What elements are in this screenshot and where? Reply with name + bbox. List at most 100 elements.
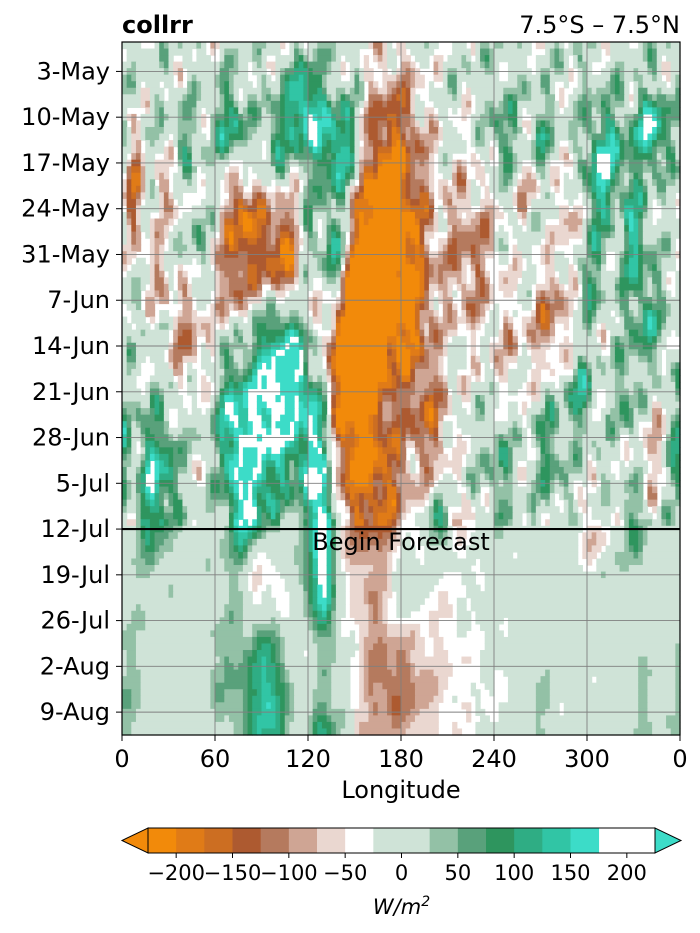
heatmap-cell xyxy=(387,558,393,566)
heatmap-cell xyxy=(140,551,156,560)
heatmap-cell xyxy=(642,81,667,89)
heatmap-cell xyxy=(135,551,142,560)
heatmap-cell xyxy=(577,211,583,220)
heatmap-cell xyxy=(610,140,616,148)
heatmap-cell xyxy=(614,74,621,82)
heatmap-cell xyxy=(610,74,616,82)
heatmap-cell xyxy=(470,61,481,69)
heatmap-cell xyxy=(526,329,537,337)
heatmap-cell xyxy=(587,42,597,50)
heatmap-cell xyxy=(284,192,290,200)
heatmap-cell xyxy=(149,316,156,324)
heatmap-cell xyxy=(503,355,518,363)
heatmap-cell xyxy=(303,368,309,377)
heatmap-cell xyxy=(647,453,662,462)
heatmap-cell xyxy=(363,146,374,154)
heatmap-cell xyxy=(447,238,453,246)
heatmap-cell xyxy=(387,133,393,141)
heatmap-cell xyxy=(349,74,356,82)
heatmap-cell xyxy=(242,395,249,403)
heatmap-cell xyxy=(289,74,300,82)
heatmap-cell xyxy=(605,126,611,135)
heatmap-cell xyxy=(401,192,407,200)
heatmap-cell xyxy=(233,238,239,246)
heatmap-cell xyxy=(582,447,597,455)
heatmap-cell xyxy=(568,395,588,403)
heatmap-cell xyxy=(312,375,318,383)
heatmap-cell xyxy=(410,185,421,193)
heatmap-cell xyxy=(410,81,416,89)
heatmap-cell xyxy=(280,277,295,285)
heatmap-cell xyxy=(424,493,430,501)
heatmap-cell xyxy=(321,185,332,193)
heatmap-cell xyxy=(666,94,676,102)
heatmap-cell xyxy=(135,362,142,370)
heatmap-cell xyxy=(215,395,221,403)
heatmap-cell xyxy=(503,153,514,161)
heatmap-cell xyxy=(475,166,486,174)
heatmap-cell xyxy=(628,440,644,448)
heatmap-cell xyxy=(294,133,300,141)
heatmap-cell xyxy=(256,349,263,357)
heatmap-cell xyxy=(577,421,583,429)
heatmap-cell xyxy=(219,55,225,63)
heatmap-cell xyxy=(591,440,597,448)
heatmap-cell xyxy=(638,395,649,403)
heatmap-cell xyxy=(280,447,286,455)
heatmap-cell xyxy=(638,303,644,311)
heatmap-cell xyxy=(163,493,170,501)
heatmap-cell xyxy=(428,421,435,429)
heatmap-cell xyxy=(531,506,537,514)
heatmap-cell xyxy=(438,238,449,246)
heatmap-cell xyxy=(591,506,616,514)
heatmap-cell xyxy=(456,238,490,246)
heatmap-cell xyxy=(666,316,681,324)
heatmap-cell xyxy=(428,323,439,331)
heatmap-cell xyxy=(610,362,616,370)
heatmap-cell xyxy=(396,270,402,278)
heatmap-cell xyxy=(321,218,328,226)
heatmap-cell xyxy=(401,87,407,95)
heatmap-cell xyxy=(628,270,639,278)
heatmap-cell xyxy=(577,375,583,383)
heatmap-cell xyxy=(652,270,662,278)
heatmap-cell xyxy=(266,336,277,344)
heatmap-cell xyxy=(219,427,225,435)
heatmap-cell xyxy=(666,126,672,135)
heatmap-cell xyxy=(122,146,132,154)
heatmap-cell xyxy=(489,211,495,220)
heatmap-cell xyxy=(340,185,346,193)
heatmap-cell xyxy=(577,512,583,520)
heatmap-cell xyxy=(261,74,267,82)
heatmap-cell xyxy=(270,87,281,95)
heatmap-cell xyxy=(596,447,602,455)
heatmap-cell xyxy=(470,140,476,148)
heatmap-cell xyxy=(131,133,142,141)
heatmap-cell xyxy=(177,323,193,331)
heatmap-cell xyxy=(545,42,556,50)
heatmap-cell xyxy=(512,427,518,435)
heatmap-cell xyxy=(670,244,676,252)
heatmap-cell xyxy=(122,558,132,566)
heatmap-cell xyxy=(600,120,607,128)
heatmap-cell xyxy=(201,120,207,128)
heatmap-cell xyxy=(140,519,151,527)
heatmap-cell xyxy=(168,486,174,494)
heatmap-cell xyxy=(154,368,174,377)
heatmap-cell xyxy=(535,519,542,527)
heatmap-cell xyxy=(252,532,258,540)
heatmap-cell xyxy=(205,408,211,416)
heatmap-cell xyxy=(405,81,411,89)
heatmap-cell xyxy=(391,466,407,475)
heatmap-cell xyxy=(238,362,244,370)
heatmap-cell xyxy=(191,401,197,409)
heatmap-cell xyxy=(224,473,230,481)
heatmap-cell xyxy=(591,192,597,200)
heatmap-cell xyxy=(317,303,323,311)
heatmap-cell xyxy=(354,198,370,207)
heatmap-cell xyxy=(619,368,625,377)
heatmap-cell xyxy=(308,303,314,311)
heatmap-cell xyxy=(140,545,146,553)
heatmap-cell xyxy=(149,506,160,514)
heatmap-cell xyxy=(131,440,137,448)
